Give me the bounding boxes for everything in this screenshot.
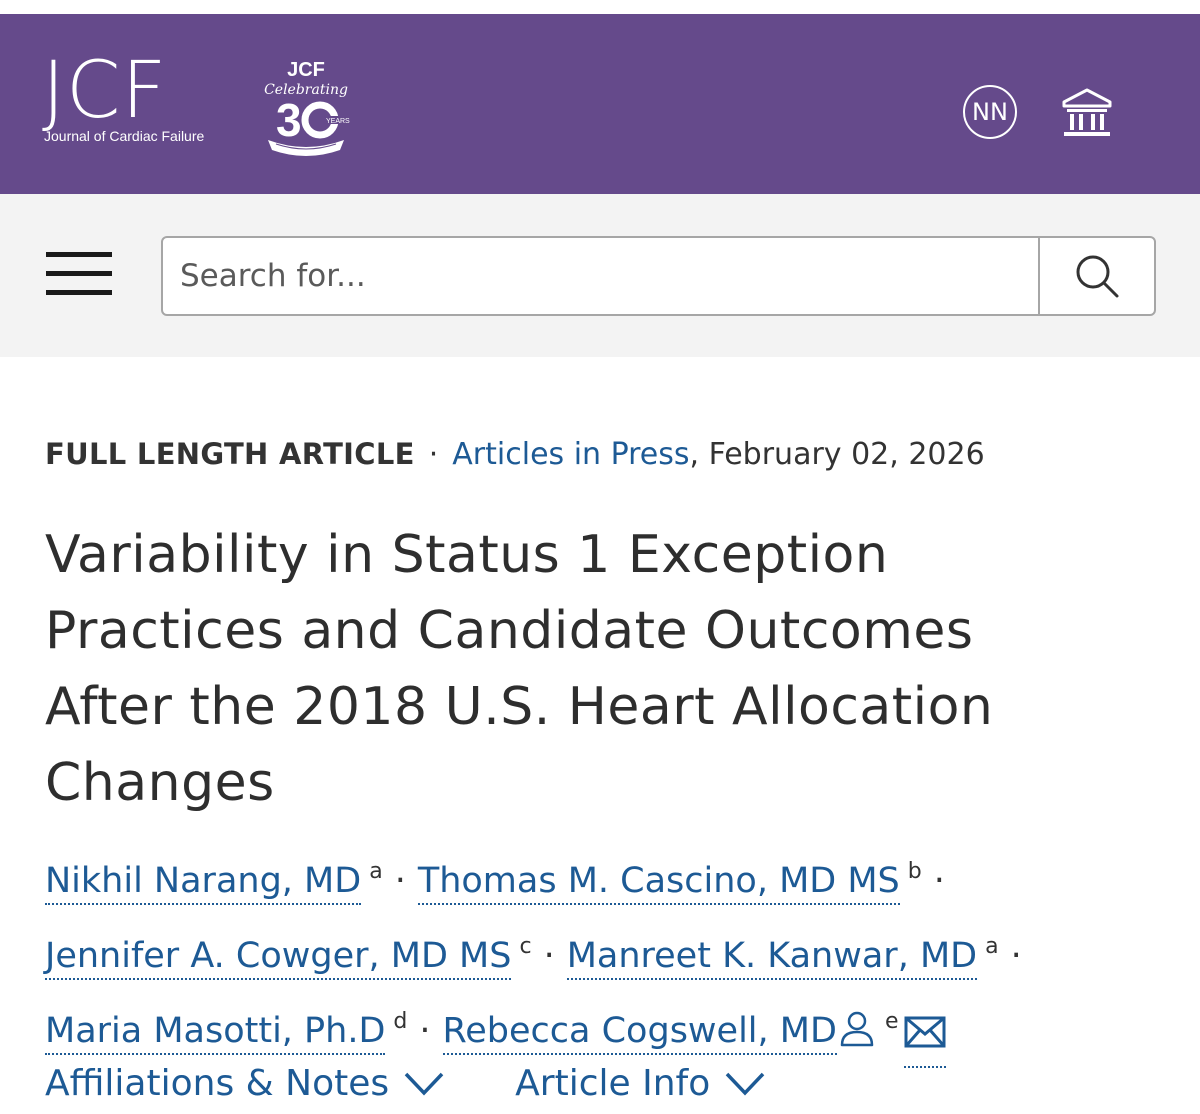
svg-text:Celebrating: Celebrating xyxy=(264,82,348,98)
article-title: Variability in Status 1 Exception Practi… xyxy=(45,525,994,813)
affiliation-marker: a xyxy=(369,859,383,884)
author-separator: · xyxy=(543,936,555,976)
chevron-down-icon xyxy=(404,1072,444,1096)
author-list: Nikhil Narang, MD a · Thomas M. Cascino, MD… xyxy=(45,839,1165,1068)
hamburger-menu-icon[interactable] xyxy=(46,252,112,298)
affiliation-marker: b xyxy=(907,859,922,884)
anniversary-badge-graphic: JCF Celebrating 3 YEARS xyxy=(264,59,350,156)
article-date: , February 02, 2026 xyxy=(689,437,985,472)
institution-icon-graphic xyxy=(1062,88,1112,136)
search-bar-section xyxy=(0,194,1200,357)
svg-text:YEARS: YEARS xyxy=(326,118,350,125)
author-link[interactable]: Maria Masotti, Ph.D xyxy=(45,1011,386,1055)
author-link[interactable]: Jennifer A. Cowger, MD MS xyxy=(45,936,512,980)
journal-logo[interactable]: JCF Journal of Cardiac Failure xyxy=(42,52,204,144)
author-separator: · xyxy=(1010,936,1022,976)
affiliation-marker: e xyxy=(884,1009,899,1034)
svg-text:3: 3 xyxy=(276,94,302,146)
search-icon xyxy=(1076,255,1119,298)
articles-in-press-link[interactable]: Articles in Press xyxy=(452,437,690,472)
author-separator: · xyxy=(933,861,945,901)
institution-icon[interactable] xyxy=(1060,86,1114,140)
author-link[interactable]: Thomas M. Cascino, MD MS xyxy=(417,861,900,905)
article-type: FULL LENGTH ARTICLE xyxy=(45,437,415,471)
user-initials: NN xyxy=(972,98,1008,126)
mail-icon xyxy=(904,1016,946,1048)
chevron-down-icon xyxy=(725,1072,765,1096)
author-link-corresponding[interactable]: Rebecca Cogswell, MD xyxy=(442,1011,837,1055)
person-icon xyxy=(840,1011,874,1047)
email-author-button[interactable] xyxy=(904,998,947,1068)
article-meta: FULL LENGTH ARTICLE · Articles in Press, F… xyxy=(45,437,985,472)
search-box xyxy=(161,236,1156,316)
anniversary-badge: JCF Celebrating 3 YEARS xyxy=(262,54,350,160)
search-button[interactable] xyxy=(1038,238,1154,314)
logo-subtitle: Journal of Cardiac Failure xyxy=(44,128,205,144)
search-input[interactable] xyxy=(163,238,1038,314)
affiliation-marker: c xyxy=(519,934,532,959)
affiliation-marker: a xyxy=(985,934,999,959)
meta-separator: · xyxy=(428,437,439,472)
author-separator: · xyxy=(419,1011,431,1051)
tab-article-info[interactable]: Article Info xyxy=(515,1063,766,1104)
user-avatar[interactable]: NN xyxy=(963,85,1017,139)
author-link[interactable]: Manreet K. Kanwar, MD xyxy=(566,936,978,980)
tab-label: Article Info xyxy=(515,1063,711,1104)
article-tabs: Affiliations & Notes Article Info xyxy=(45,1063,836,1104)
author-separator: · xyxy=(394,861,406,901)
logo-main-text: JCF xyxy=(42,46,168,136)
svg-text:JCF: JCF xyxy=(287,59,325,81)
tab-label: Affiliations & Notes xyxy=(45,1063,390,1104)
affiliation-marker: d xyxy=(393,1009,408,1034)
top-strip xyxy=(0,0,1200,14)
author-link[interactable]: Nikhil Narang, MD xyxy=(45,861,362,905)
tab-affiliations-notes[interactable]: Affiliations & Notes xyxy=(45,1063,445,1104)
site-header: JCF Journal of Cardiac Failure JCF Celeb… xyxy=(0,14,1200,194)
